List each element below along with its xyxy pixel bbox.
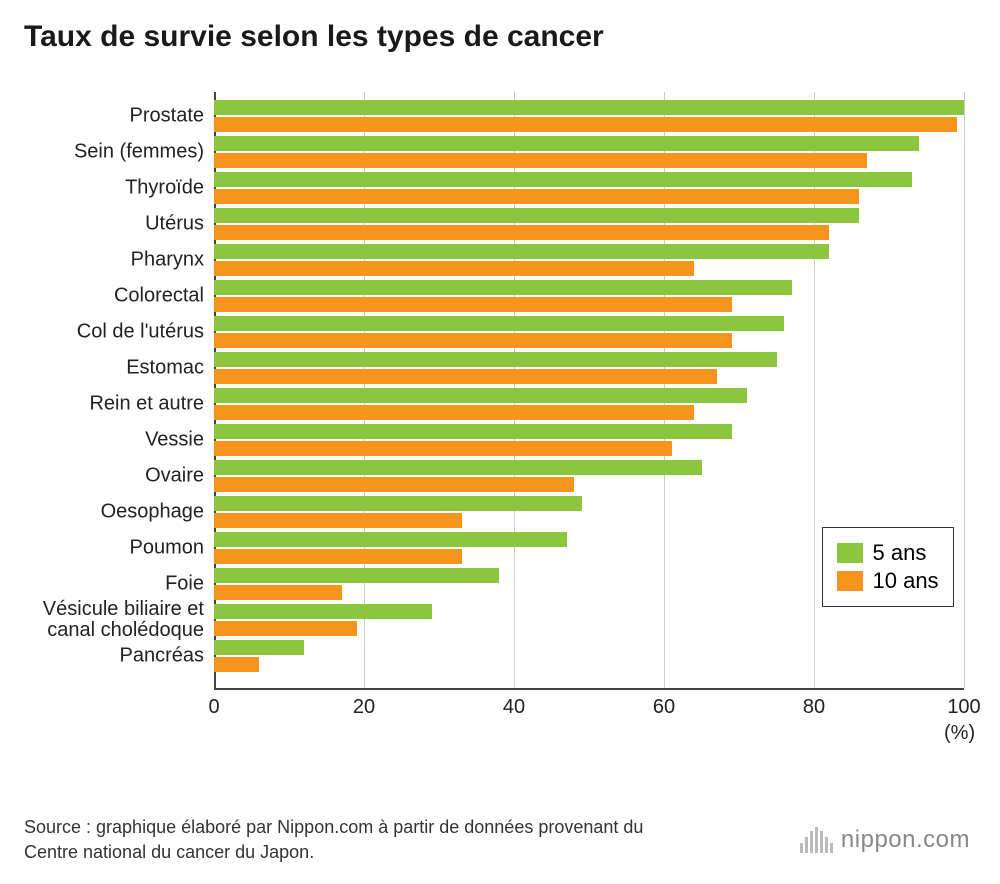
bar-five xyxy=(214,352,777,367)
legend: 5 ans10 ans xyxy=(822,527,954,607)
bar-row: Vésicule biliaire et canal cholédoque xyxy=(214,602,964,638)
bar-five xyxy=(214,640,304,655)
bar-ten xyxy=(214,513,462,528)
bar-row: Pharynx xyxy=(214,242,964,278)
bar-row: Oesophage xyxy=(214,494,964,530)
bar-ten xyxy=(214,657,259,672)
bar-ten xyxy=(214,621,357,636)
bar-ten xyxy=(214,153,867,168)
category-label: Estomac xyxy=(126,358,204,379)
bar-five xyxy=(214,460,702,475)
bar-five xyxy=(214,604,432,619)
bar-five xyxy=(214,280,792,295)
chart-area: 020406080100(%)ProstateSein (femmes)Thyr… xyxy=(24,82,976,802)
category-label: Rein et autre xyxy=(89,394,204,415)
bar-row: Rein et autre xyxy=(214,386,964,422)
bar-row: Sein (femmes) xyxy=(214,134,964,170)
bar-five xyxy=(214,100,964,115)
category-label: Thyroïde xyxy=(125,178,204,199)
bar-ten xyxy=(214,441,672,456)
bar-five xyxy=(214,388,747,403)
category-label: Utérus xyxy=(145,214,204,235)
category-label: Pharynx xyxy=(131,250,204,271)
bar-ten xyxy=(214,369,717,384)
category-label: Vessie xyxy=(145,430,204,451)
category-label: Ovaire xyxy=(145,466,204,487)
x-tick-label: 0 xyxy=(208,696,219,719)
bar-five xyxy=(214,244,829,259)
bar-five xyxy=(214,208,859,223)
bar-five xyxy=(214,568,499,583)
bar-row: Estomac xyxy=(214,350,964,386)
category-label: Prostate xyxy=(130,106,204,127)
category-label: Sein (femmes) xyxy=(74,142,204,163)
legend-swatch xyxy=(837,543,863,563)
x-tick-label: 100 xyxy=(947,696,980,719)
category-label: Col de l'utérus xyxy=(77,322,204,343)
bar-ten xyxy=(214,261,694,276)
x-tick-label: 60 xyxy=(653,696,675,719)
legend-label: 10 ans xyxy=(873,568,939,594)
bar-row: Utérus xyxy=(214,206,964,242)
bar-five xyxy=(214,424,732,439)
logo-text: nippon.com xyxy=(841,826,970,854)
bar-row: Ovaire xyxy=(214,458,964,494)
bar-ten xyxy=(214,405,694,420)
bar-ten xyxy=(214,477,574,492)
category-label: Vésicule biliaire et canal cholédoque xyxy=(24,599,204,641)
source-text: Source : graphique élaboré par Nippon.co… xyxy=(24,815,664,864)
category-label: Pancréas xyxy=(120,646,205,667)
site-logo: nippon.com xyxy=(800,826,970,854)
legend-swatch xyxy=(837,571,863,591)
category-label: Oesophage xyxy=(101,502,204,523)
plot-region: 020406080100(%)ProstateSein (femmes)Thyr… xyxy=(214,92,964,742)
gridline xyxy=(964,92,965,688)
x-tick-label: 20 xyxy=(353,696,375,719)
bar-ten xyxy=(214,585,342,600)
bar-five xyxy=(214,316,784,331)
bar-ten xyxy=(214,549,462,564)
bar-ten xyxy=(214,333,732,348)
logo-bars-icon xyxy=(800,827,833,853)
bar-five xyxy=(214,496,582,511)
bar-row: Col de l'utérus xyxy=(214,314,964,350)
bar-row: Thyroïde xyxy=(214,170,964,206)
chart-title: Taux de survie selon les types de cancer xyxy=(24,20,976,54)
legend-label: 5 ans xyxy=(873,540,927,566)
bar-row: Vessie xyxy=(214,422,964,458)
bar-five xyxy=(214,532,567,547)
legend-item: 10 ans xyxy=(837,568,939,594)
bar-ten xyxy=(214,225,829,240)
axis-unit-label: (%) xyxy=(944,722,975,745)
legend-item: 5 ans xyxy=(837,540,939,566)
bar-row: Colorectal xyxy=(214,278,964,314)
x-tick-label: 80 xyxy=(803,696,825,719)
x-tick-label: 40 xyxy=(503,696,525,719)
bar-ten xyxy=(214,189,859,204)
bar-five xyxy=(214,136,919,151)
bar-five xyxy=(214,172,912,187)
bar-row: Prostate xyxy=(214,98,964,134)
bar-ten xyxy=(214,117,957,132)
category-label: Poumon xyxy=(130,538,205,559)
category-label: Colorectal xyxy=(114,286,204,307)
bar-ten xyxy=(214,297,732,312)
x-axis-line xyxy=(214,688,964,690)
category-label: Foie xyxy=(165,574,204,595)
bar-row: Pancréas xyxy=(214,638,964,674)
